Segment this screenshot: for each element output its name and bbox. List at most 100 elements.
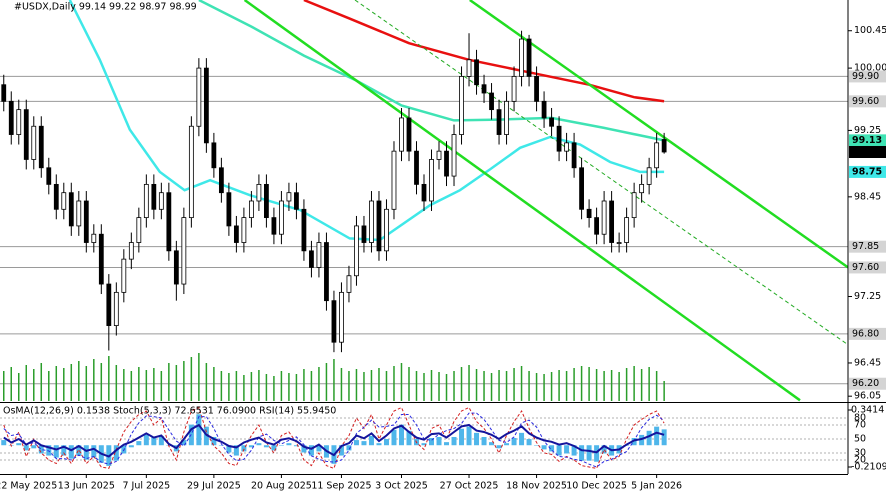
osma-bar <box>646 430 652 446</box>
candle-body <box>331 300 337 343</box>
price-label: 98.75 <box>852 166 882 177</box>
candle-body <box>451 134 457 177</box>
candle-body <box>609 200 615 243</box>
level-label: 96.80 <box>852 328 879 339</box>
osma-bar <box>196 414 202 446</box>
candle-body <box>354 225 359 277</box>
candle-body <box>181 217 187 285</box>
candle-body <box>218 167 224 194</box>
osma-bar <box>233 445 239 456</box>
osma-bar <box>571 445 577 456</box>
candle-body <box>256 183 262 202</box>
osma-bar <box>248 445 254 448</box>
osma-bar <box>631 438 637 446</box>
candle-body <box>601 200 607 235</box>
candle-body <box>309 250 314 268</box>
candle-body <box>526 38 532 77</box>
candle-body <box>496 109 502 135</box>
price-label: 99.13 <box>852 135 882 146</box>
x-tick-label: 27 Oct 2025 <box>440 481 499 492</box>
osma-bar <box>83 445 89 460</box>
candle-body <box>361 225 367 243</box>
candle-body <box>8 100 14 135</box>
osma-bar <box>113 445 119 461</box>
osma-bar <box>136 441 142 446</box>
price-panel <box>0 0 848 402</box>
candle-body <box>534 76 539 102</box>
y-tick-label: 96.45 <box>854 357 881 368</box>
oscillator-tick-label: 0.3414 <box>851 405 884 416</box>
candle-body <box>128 242 134 260</box>
osma-bar <box>383 439 389 446</box>
candle-body <box>16 109 22 135</box>
oscillator-title: OsMA(12,26,9) 0.1538 Stoch(5,3,3) 72.653… <box>3 406 336 417</box>
osma-bar <box>61 445 67 456</box>
x-tick-label: 18 Nov 2025 <box>506 481 567 492</box>
osma-bar <box>459 428 465 446</box>
candle-body <box>286 192 292 202</box>
y-tick-label: 97.25 <box>854 291 881 302</box>
candle-body <box>98 233 104 285</box>
osma-bar <box>556 445 562 456</box>
osma-bar <box>211 436 217 446</box>
x-tick-label: 13 Jun 2025 <box>58 481 115 492</box>
level-label-box <box>849 95 886 108</box>
osma-bar <box>181 440 187 446</box>
axes: 100.45 100.00 99.25 98.45 97.25 96.45 96.05 99.… <box>0 25 886 492</box>
osma-bar <box>353 440 359 446</box>
price-label-box <box>849 134 886 147</box>
osma-bar <box>639 434 645 446</box>
osma-bar <box>654 426 660 446</box>
candle-body <box>654 142 660 169</box>
osma-bar <box>271 445 277 451</box>
x-tick-label: 20 Aug 2025 <box>251 481 312 492</box>
osma-bar <box>203 426 209 446</box>
candle-body <box>421 183 427 202</box>
level-label: 97.85 <box>852 241 879 252</box>
candle-body <box>624 217 630 243</box>
candle-body <box>519 38 524 77</box>
osma-bar <box>241 445 247 452</box>
osma-bar <box>293 445 299 447</box>
osma-bar <box>466 426 472 446</box>
candle-body <box>459 76 464 135</box>
oscillator-tick-label: -0.2109 <box>851 462 886 473</box>
candle-body <box>151 183 157 210</box>
oscillator-tick-label: 20 <box>854 455 866 466</box>
osma-bar <box>504 443 510 446</box>
osma-bar <box>226 445 232 453</box>
oscillator-tick-label: 80 <box>854 413 866 424</box>
level-label: 96.20 <box>852 378 879 389</box>
osma-bar <box>53 445 59 458</box>
oscillator-panel <box>0 406 848 470</box>
candle-body <box>661 139 667 153</box>
osma-bar <box>601 445 607 454</box>
candle-body <box>369 200 374 243</box>
osma-bar <box>16 443 22 446</box>
osma-bar <box>549 445 555 452</box>
stoch-d-line <box>3 412 665 468</box>
candle-body <box>166 192 172 252</box>
osma-bar <box>594 445 600 462</box>
osma-bar <box>489 442 495 446</box>
osma-bar <box>278 445 284 446</box>
candle-body <box>226 192 232 227</box>
candle-body <box>474 59 479 86</box>
level-label-box <box>849 377 886 390</box>
osma-bar <box>38 445 44 454</box>
osma-bar <box>376 443 382 446</box>
candle-body <box>106 283 112 326</box>
osma-bar <box>31 445 37 449</box>
candle-body <box>271 217 277 235</box>
x-tick-label: 3 Oct 2025 <box>375 481 428 492</box>
candle-body <box>414 150 419 185</box>
candle-body <box>136 217 142 243</box>
candle-body <box>301 208 307 252</box>
candle-body <box>1 84 7 102</box>
osma-bar <box>579 445 585 461</box>
price-label-box <box>849 145 886 158</box>
indicator-line <box>243 0 801 402</box>
candle-body <box>406 117 412 152</box>
osma-bar <box>421 443 427 446</box>
osma-bar <box>338 445 344 456</box>
